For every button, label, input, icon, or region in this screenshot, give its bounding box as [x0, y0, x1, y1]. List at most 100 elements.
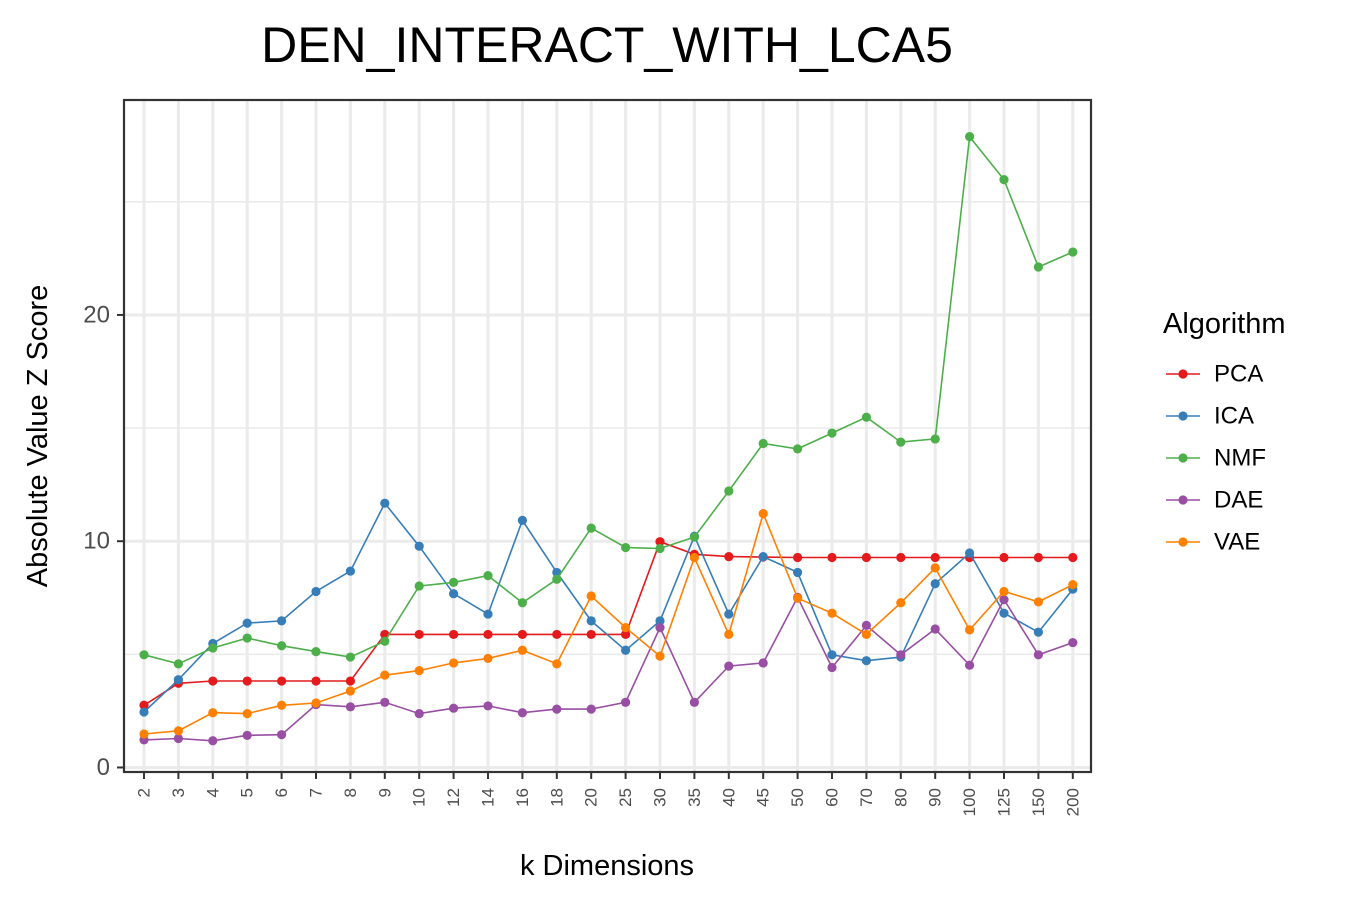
legend-key-point	[1178, 411, 1188, 421]
data-point-vae	[793, 593, 803, 603]
data-point-pca	[655, 537, 665, 547]
y-tick-label: 20	[83, 301, 110, 328]
data-point-nmf	[277, 641, 287, 651]
data-point-ica	[965, 548, 975, 558]
data-point-nmf	[242, 633, 252, 643]
data-point-nmf	[965, 132, 975, 142]
legend-key-point	[1178, 369, 1188, 379]
data-point-dae	[1033, 650, 1043, 660]
data-point-dae	[758, 658, 768, 668]
legend-label: NMF	[1214, 445, 1266, 472]
data-point-ica	[311, 586, 321, 597]
data-point-vae	[621, 623, 631, 633]
data-point-vae	[242, 709, 252, 719]
data-point-nmf	[930, 434, 940, 444]
legend-label: DAE	[1214, 487, 1263, 514]
data-point-pca	[208, 676, 218, 686]
data-point-pca	[517, 629, 528, 640]
data-point-nmf	[173, 659, 183, 669]
data-point-nmf	[827, 428, 837, 438]
y-axis: 0 10 20	[83, 301, 124, 781]
x-tick-label: 200	[1063, 788, 1082, 816]
x-tick-label: 35	[685, 788, 704, 807]
x-tick-label: 50	[788, 788, 807, 807]
data-point-vae	[965, 625, 975, 635]
data-point-pca	[586, 629, 596, 640]
data-point-vae	[552, 659, 562, 669]
data-point-dae	[861, 620, 872, 630]
x-tick-label: 60	[823, 788, 842, 807]
data-point-ica	[345, 566, 355, 576]
data-point-ica	[724, 609, 734, 619]
data-point-vae	[139, 729, 149, 739]
data-point-nmf	[724, 486, 734, 496]
x-tick-label: 5	[238, 788, 257, 797]
data-point-pca	[414, 629, 424, 640]
series-line-pca	[143, 540, 1073, 706]
data-point-vae	[311, 698, 321, 708]
data-point-pca	[552, 629, 562, 640]
grid-major	[124, 100, 1091, 772]
data-point-nmf	[758, 438, 768, 449]
legend: Algorithm PCA ICA NMF DAE VAE	[1163, 308, 1286, 556]
data-point-dae	[449, 703, 459, 713]
data-point-pca	[724, 551, 734, 562]
data-point-vae	[724, 629, 734, 640]
x-tick-label: 30	[651, 788, 670, 807]
y-tick-label: 10	[83, 528, 110, 555]
data-point-nmf	[311, 647, 321, 657]
data-point-nmf	[861, 412, 872, 422]
data-point-vae	[208, 708, 218, 718]
legend-label: PCA	[1214, 361, 1263, 388]
data-point-nmf	[208, 643, 218, 653]
series-nmf	[139, 132, 1078, 669]
series-line-nmf	[143, 134, 1074, 665]
data-point-pca	[139, 700, 149, 710]
legend-item-dae: DAE	[1166, 487, 1263, 514]
data-point-ica	[1033, 627, 1043, 637]
data-point-nmf	[689, 532, 700, 542]
data-point-dae	[1068, 637, 1078, 648]
series-dae	[139, 592, 1078, 746]
data-point-ica	[930, 579, 940, 589]
x-tick-label: 4	[203, 788, 222, 797]
data-point-dae	[621, 697, 631, 707]
data-point-ica	[139, 707, 149, 717]
x-tick-label: 8	[341, 788, 360, 797]
data-point-nmf	[552, 574, 562, 584]
series-line-vae	[143, 511, 1074, 735]
y-axis-title: Absolute Value Z Score	[22, 285, 54, 588]
x-tick-label: 2	[135, 788, 154, 797]
legend-item-nmf: NMF	[1166, 445, 1266, 472]
data-point-dae	[586, 704, 596, 714]
data-point-dae	[173, 733, 183, 744]
data-point-vae	[827, 608, 837, 618]
x-tick-label: 90	[926, 788, 945, 807]
data-point-vae	[380, 670, 390, 680]
data-point-nmf	[517, 598, 528, 608]
data-point-ica	[586, 616, 596, 626]
data-point-dae	[552, 704, 562, 714]
data-point-pca	[449, 629, 459, 640]
data-point-nmf	[655, 543, 665, 554]
data-point-nmf	[586, 523, 596, 533]
data-point-nmf	[621, 542, 631, 553]
x-tick-label: 25	[616, 788, 635, 807]
data-point-vae	[345, 686, 355, 696]
data-point-pca	[345, 676, 355, 686]
data-point-nmf	[793, 444, 803, 454]
x-tick-label: 40	[719, 788, 738, 807]
legend-key-point	[1178, 495, 1188, 505]
series-layer	[139, 132, 1078, 746]
data-point-ica	[655, 616, 665, 626]
data-point-pca	[1068, 552, 1078, 563]
x-tick-label: 20	[582, 788, 601, 807]
data-point-pca	[827, 552, 837, 563]
legend-key-point	[1178, 453, 1188, 463]
data-point-nmf	[345, 652, 355, 662]
data-point-dae	[208, 736, 218, 746]
x-axis: 2 3 4 5 6 7 8 9 10 12 14 16 18 20 25 30 35 40 45 50 60 70 80 90…	[135, 772, 1082, 816]
data-point-ica	[483, 609, 493, 619]
x-tick-label: 125	[995, 788, 1014, 816]
